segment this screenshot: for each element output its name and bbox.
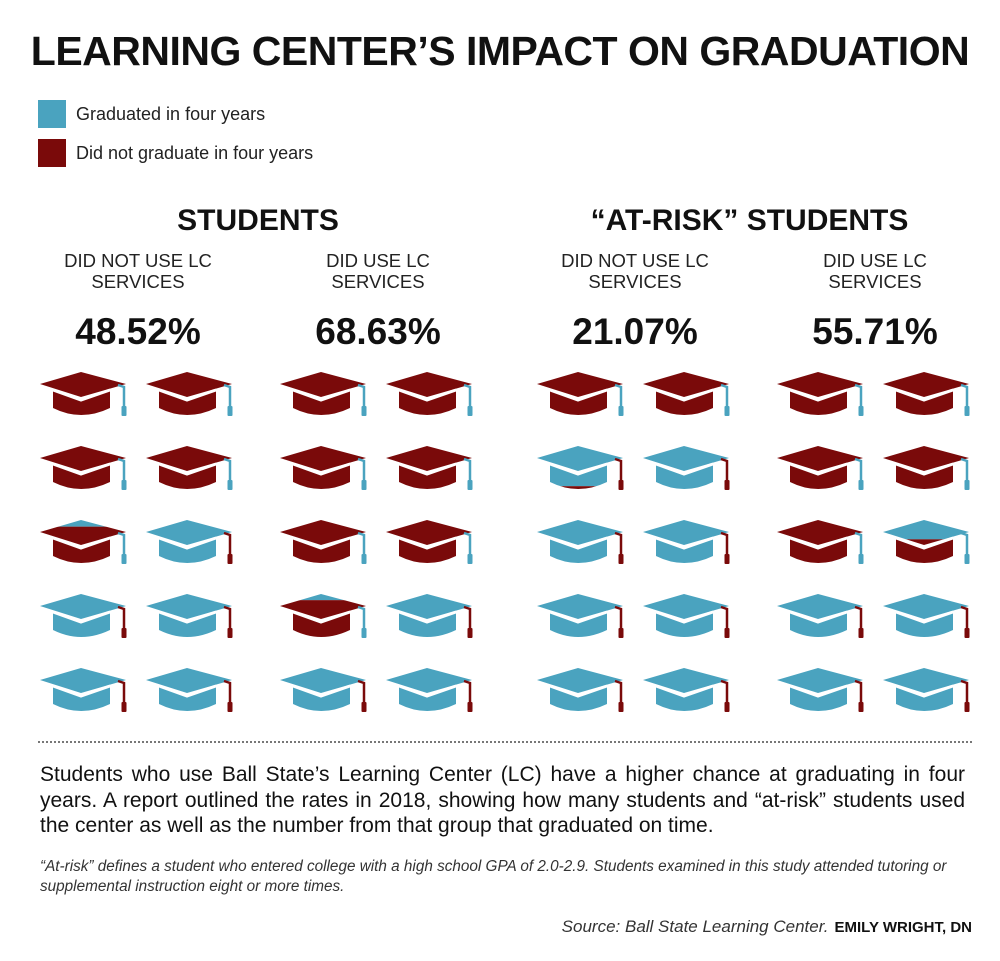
credit: EMILY WRIGHT, DN (834, 919, 972, 936)
panel-students-no-lc: DID NOT USE LC SERVICES 48.52% (28, 250, 248, 355)
legend-label-graduated: Graduated in four years (76, 103, 266, 124)
graduation-cap-icon (775, 436, 871, 496)
graduation-cap-icon (144, 584, 240, 644)
graduation-cap-icon (641, 584, 737, 644)
chart-title: LEARNING CENTER’S IMPACT ON GRADUATION (30, 28, 970, 74)
graduation-cap-icon (641, 510, 737, 570)
graduation-cap-icon (775, 362, 871, 422)
panel-value: 55.71% (812, 311, 938, 352)
group-title-at-risk-students: “AT-RISK” STUDENTS (590, 204, 909, 237)
graduation-cap-icon (384, 658, 480, 718)
description: Students who use Ball State’s Learning C… (40, 763, 965, 837)
graduation-cap-icon (641, 658, 737, 718)
graduation-cap-icon (278, 510, 374, 570)
graduation-cap-icon (535, 510, 631, 570)
panel-value: 48.52% (75, 311, 201, 352)
divider (38, 741, 972, 743)
legend-swatch-not-graduated (38, 139, 66, 167)
graduation-cap-icon (775, 658, 871, 718)
graduation-cap-icon (881, 362, 977, 422)
graduation-cap-icon (881, 658, 977, 718)
legend: Graduated in four years Did not graduate… (38, 98, 313, 176)
panel-label: DID NOT USE LC SERVICES (64, 250, 212, 292)
graduation-cap-icon (775, 584, 871, 644)
graduation-cap-icon (881, 436, 977, 496)
graduation-cap-icon (535, 584, 631, 644)
panel-at-risk-no-lc: DID NOT USE LC SERVICES 21.07% (525, 250, 745, 355)
cap-grid-at-risk-no-lc (525, 362, 745, 717)
graduation-cap-icon (144, 436, 240, 496)
panel-value: 68.63% (315, 311, 441, 352)
graduation-cap-icon (384, 436, 480, 496)
panel-label: DID USE LC SERVICES (326, 250, 430, 292)
graduation-cap-icon (535, 658, 631, 718)
footnote: “At-risk” defines a student who entered … (40, 858, 947, 895)
graduation-cap-icon (881, 510, 977, 570)
graduation-cap-icon (881, 584, 977, 644)
graduation-cap-icon (535, 436, 631, 496)
graduation-cap-icon (144, 362, 240, 422)
graduation-cap-icon (38, 510, 134, 570)
group-title-students: STUDENTS (177, 204, 339, 237)
panel-value: 21.07% (572, 311, 698, 352)
graduation-cap-icon (278, 436, 374, 496)
cap-grid-students-lc (268, 362, 488, 717)
legend-item-graduated: Graduated in four years (38, 98, 313, 130)
graduation-cap-icon (144, 510, 240, 570)
graduation-cap-icon (278, 658, 374, 718)
legend-swatch-graduated (38, 100, 66, 128)
cap-grid-students-no-lc (28, 362, 248, 717)
graduation-cap-icon (38, 658, 134, 718)
graduation-cap-icon (38, 362, 134, 422)
graduation-cap-icon (384, 510, 480, 570)
graduation-cap-icon (38, 436, 134, 496)
legend-item-not-graduated: Did not graduate in four years (38, 137, 313, 169)
cap-grid-at-risk-lc (765, 362, 985, 717)
graduation-cap-icon (144, 658, 240, 718)
graduation-cap-icon (278, 584, 374, 644)
source-line: Source: Ball State Learning Center. EMILY… (562, 917, 972, 937)
graduation-cap-icon (384, 362, 480, 422)
graduation-cap-icon (278, 362, 374, 422)
graduation-cap-icon (38, 584, 134, 644)
graduation-cap-icon (641, 362, 737, 422)
graduation-cap-icon (775, 510, 871, 570)
panel-label: DID USE LC SERVICES (823, 250, 927, 292)
panel-students-lc: DID USE LC SERVICES 68.63% (268, 250, 488, 355)
graduation-cap-icon (641, 436, 737, 496)
graduation-cap-icon (384, 584, 480, 644)
legend-label-not-graduated: Did not graduate in four years (76, 142, 314, 163)
graduation-cap-icon (535, 362, 631, 422)
panel-label: DID NOT USE LC SERVICES (561, 250, 709, 292)
source-text: Source: Ball State Learning Center. (561, 917, 829, 936)
panel-at-risk-lc: DID USE LC SERVICES 55.71% (765, 250, 985, 355)
